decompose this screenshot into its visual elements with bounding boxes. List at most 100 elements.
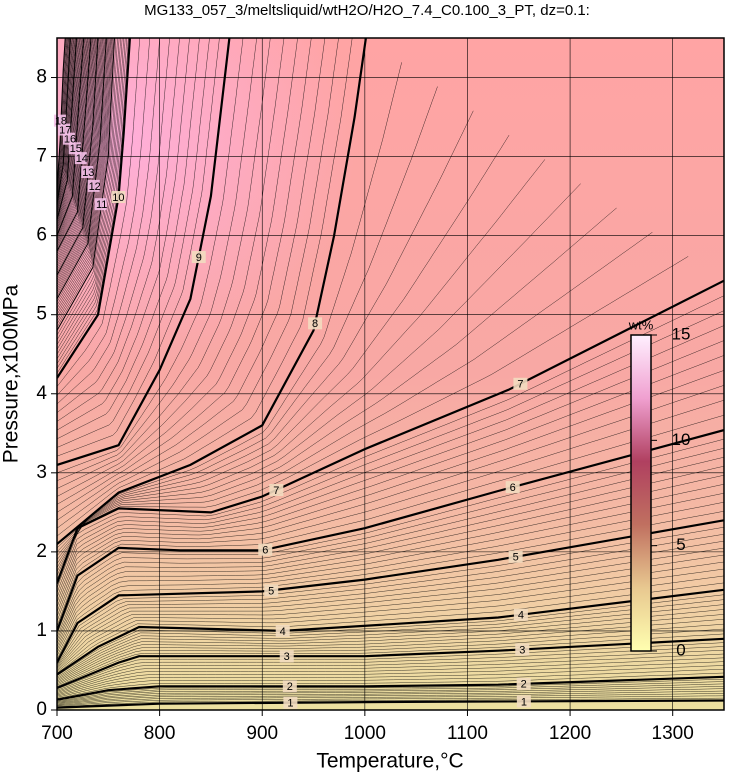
minor-contour	[57, 686, 724, 704]
contour-label-box	[515, 643, 530, 656]
contour-label-box	[191, 251, 206, 264]
colorbar-tick-label: 15	[672, 324, 691, 343]
minor-contour	[57, 609, 724, 681]
minor-contour	[57, 681, 724, 702]
y-axis-label: Pressure,x100MPa	[0, 284, 23, 463]
minor-contour	[57, 695, 724, 707]
y-tick-label: 4	[36, 383, 47, 404]
minor-contour	[57, 38, 111, 315]
minor-contour	[57, 38, 98, 273]
minor-contour	[57, 38, 94, 259]
minor-contour	[57, 110, 474, 556]
minor-contour	[57, 38, 123, 355]
minor-contour	[57, 399, 724, 622]
contour-label-box	[53, 114, 66, 127]
minor-contour	[57, 661, 724, 696]
minor-contour	[57, 38, 114, 328]
contour-line	[57, 429, 724, 632]
minor-contour	[57, 38, 102, 285]
minor-contour	[57, 38, 128, 369]
contour-label: 18	[55, 116, 67, 128]
minor-contour	[57, 38, 114, 325]
minor-contour	[57, 310, 724, 594]
minor-contour	[57, 465, 724, 644]
minor-contour	[57, 325, 724, 598]
contour-label: 5	[268, 585, 274, 597]
minor-contour	[57, 183, 581, 568]
contour-line	[57, 637, 724, 689]
minor-contour	[57, 38, 97, 269]
contour-label-box	[513, 608, 528, 621]
minor-contour	[57, 38, 190, 431]
minor-contour	[57, 38, 106, 297]
minor-contour	[57, 38, 160, 405]
colorbar-tick-label: 10	[672, 430, 691, 449]
minor-contour	[57, 510, 724, 660]
minor-contour	[57, 38, 97, 271]
contour-label: 2	[287, 681, 293, 693]
minor-contour	[57, 678, 724, 701]
minor-contour	[57, 38, 78, 222]
minor-contour	[57, 38, 87, 243]
contour-line	[57, 38, 367, 545]
colorbar-tick-label: 5	[676, 535, 685, 554]
minor-contour	[57, 614, 724, 682]
minor-contour	[57, 474, 724, 647]
minor-contour	[57, 38, 326, 521]
minor-contour	[57, 594, 724, 677]
contour-label-box	[279, 650, 294, 663]
contour-label: 16	[64, 134, 76, 146]
plot-frame	[56, 37, 725, 711]
minor-contour	[57, 582, 724, 674]
contour-line	[57, 38, 115, 331]
minor-contour	[57, 385, 724, 617]
minor-contour	[57, 38, 244, 474]
contour-label-box	[68, 142, 81, 155]
contour-label: 1	[287, 698, 293, 710]
contour-label-box	[81, 165, 94, 178]
contour-label: 14	[76, 153, 88, 165]
x-tick-label: 900	[246, 723, 278, 744]
minor-contour	[57, 561, 724, 670]
contour-label: 1	[521, 696, 527, 708]
minor-contour	[57, 501, 724, 657]
contour-label-box	[87, 179, 100, 192]
minor-contour	[57, 38, 109, 309]
minor-contour	[57, 38, 285, 497]
minor-contour	[57, 38, 353, 537]
minor-contour	[57, 38, 113, 322]
minor-contour	[57, 38, 117, 336]
contour-label: 6	[510, 482, 516, 494]
minor-contour	[57, 665, 724, 697]
minor-contour	[57, 38, 92, 254]
minor-contour	[57, 38, 91, 251]
colorbar-tick-label: 0	[676, 640, 685, 659]
contour-label: 6	[262, 545, 268, 557]
contour-label: 2	[521, 679, 527, 691]
minor-contour	[57, 697, 724, 708]
contour-label: 12	[89, 181, 101, 193]
minor-contour	[57, 642, 724, 690]
y-tick-label: 6	[36, 225, 47, 246]
contour-label: 8	[312, 318, 318, 330]
minor-contour	[57, 38, 339, 529]
minor-contour	[57, 575, 724, 673]
x-tick-label: 1000	[344, 723, 386, 744]
minor-contour	[57, 38, 79, 225]
minor-contour	[57, 38, 100, 281]
colorbar: wt% 0 5 10 15	[628, 317, 691, 659]
contour-label-box	[269, 484, 284, 497]
chart-title: MG133_057_3/meltsliquid/wtH2O/H2O_7.4_C0…	[144, 2, 590, 19]
minor-contour	[57, 38, 109, 306]
contour-label: 4	[518, 610, 524, 622]
minor-contour	[57, 492, 724, 654]
minor-contour	[57, 653, 724, 693]
minor-contour	[57, 159, 546, 564]
minor-contour	[57, 533, 724, 666]
minor-contour	[57, 231, 653, 576]
contour-line	[57, 519, 724, 664]
contour-line	[57, 279, 724, 584]
minor-contour	[57, 38, 108, 303]
minor-contour	[57, 38, 120, 345]
